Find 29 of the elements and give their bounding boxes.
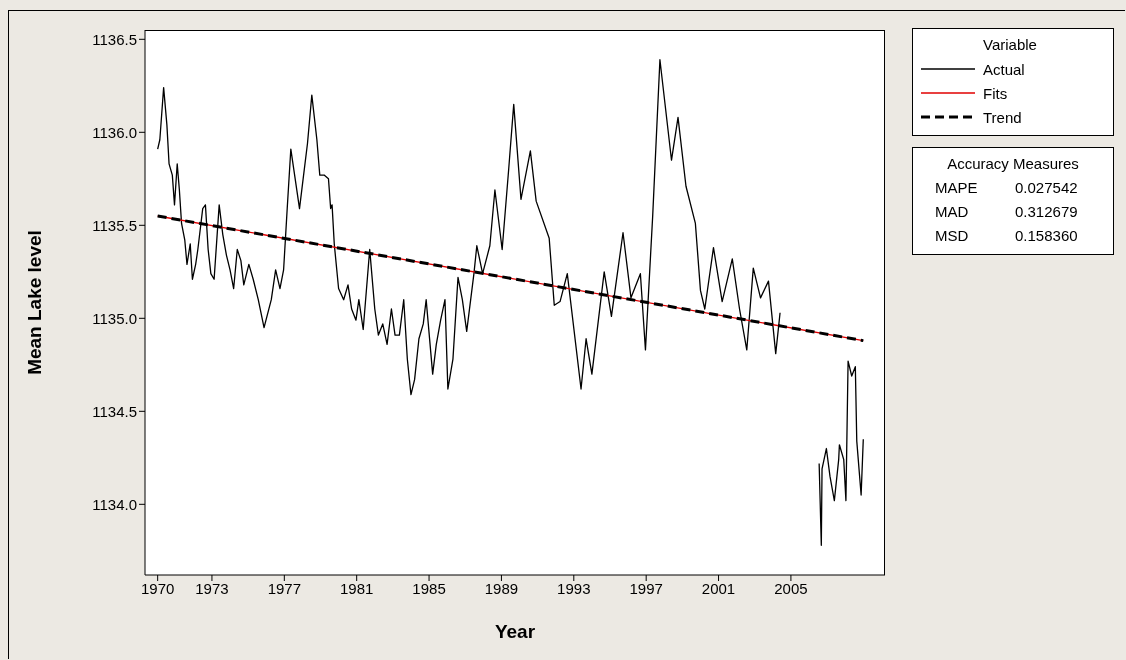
y-axis-title: Mean Lake level — [23, 230, 45, 375]
text: Accuracy Measures — [946, 154, 1080, 174]
legend-label: Fits — [983, 84, 1008, 102]
x-tick-label: 1993 — [557, 579, 591, 597]
text: MSD — [934, 226, 970, 246]
y-tick-label: 1134.0 — [92, 495, 137, 513]
x-tick-label: 1997 — [629, 579, 663, 597]
legend-label: Actual — [983, 60, 1025, 78]
x-tick-label: 1981 — [340, 579, 374, 597]
x-tick-label: 1973 — [195, 579, 229, 597]
y-tick-label: 1134.5 — [92, 402, 137, 420]
text: 0.312679 — [1014, 202, 1078, 222]
x-tick-label: 1977 — [267, 579, 301, 597]
legend-label: Trend — [983, 108, 1022, 126]
y-tick-label: 1135.5 — [92, 216, 137, 234]
x-tick-label: 2005 — [774, 579, 808, 597]
x-tick-label: 2001 — [701, 579, 736, 597]
y-tick-label: 1136.0 — [92, 123, 137, 141]
text: MAD — [934, 202, 970, 222]
text: 0.027542 — [1014, 178, 1078, 198]
text: 0.158360 — [1014, 226, 1078, 246]
y-tick-label: 1136.5 — [92, 30, 137, 48]
x-axis-title: Year — [494, 621, 536, 642]
legend-title: Variable — [982, 35, 1038, 55]
text: MAPE — [934, 178, 979, 198]
x-tick-label: 1970 — [140, 579, 175, 597]
x-tick-label: 1985 — [412, 579, 446, 597]
y-tick-label: 1135.0 — [92, 309, 137, 327]
x-tick-label: 1989 — [484, 579, 519, 597]
